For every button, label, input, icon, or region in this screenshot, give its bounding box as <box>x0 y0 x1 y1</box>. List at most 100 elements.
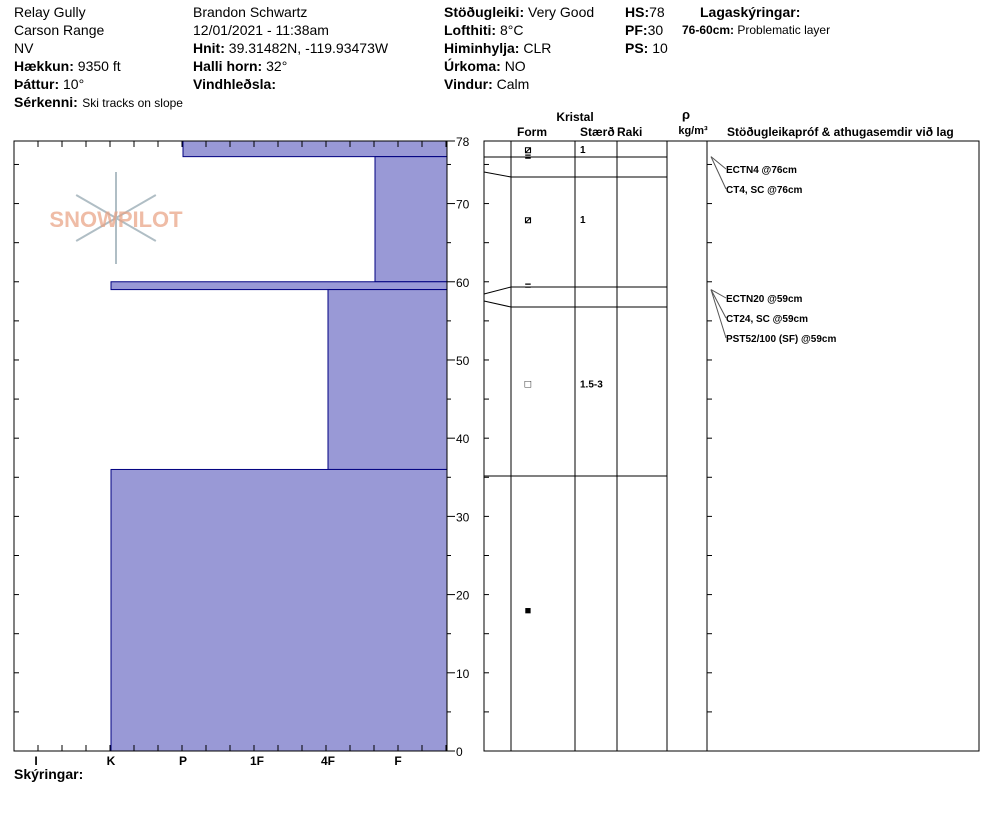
stability-test-label: PST52/100 (SF) @59cm <box>726 334 836 345</box>
wind-row: Vindur: Calm <box>444 76 529 92</box>
tests-header: Stöðugleikapróf & athugasemdir við lag <box>727 125 954 139</box>
stability-test-label: CT24, SC @59cm <box>726 314 808 325</box>
grain-form-symbol: ⧄ <box>525 214 532 226</box>
pf-value: 30 <box>647 22 664 38</box>
slope-row: Halli horn: 32° <box>193 58 287 74</box>
layer-notes-text: Problematic layer <box>737 23 831 37</box>
depth-tick-label: 10 <box>456 667 470 681</box>
snowflake-arm <box>115 194 157 219</box>
test-pointer <box>710 289 727 299</box>
hs-value: 78 <box>649 4 665 20</box>
size-header: Stærð <box>580 125 615 139</box>
layer-notes-label: Lagaskýringar: <box>700 4 801 20</box>
ps-value: 10 <box>652 40 668 56</box>
air-temp-row: Lofthiti: 8°C <box>444 22 523 38</box>
snowflake-arm <box>115 217 157 242</box>
grain-form-symbol: = <box>525 152 531 164</box>
layer-connector <box>483 300 512 308</box>
slope-label: Halli horn: <box>193 58 263 74</box>
elevation-value: 9350 ft <box>77 58 121 74</box>
wind-loading-label: Vindhleðsla: <box>193 76 276 92</box>
depth-tick-label: 60 <box>456 276 470 290</box>
air-temp-value: 8°C <box>499 22 524 38</box>
grain-form-symbol: ⧄ <box>525 144 532 156</box>
hardness-layer <box>110 281 448 291</box>
precip-label: Úrkoma: <box>444 58 501 74</box>
coords-value: 39.31482N, -119.93473W <box>228 40 389 56</box>
state-name: NV <box>14 40 34 56</box>
pf-row: PF:30 <box>625 22 663 38</box>
moisture-header: Raki <box>617 125 642 139</box>
hardness-tick-label: P <box>179 754 187 768</box>
stability-test-label: ECTN4 @76cm <box>726 165 797 176</box>
sky-value: CLR <box>523 40 552 56</box>
depth-tick-label: 30 <box>456 510 470 524</box>
stability-test-label: ECTN20 @59cm <box>726 294 803 305</box>
depth-tick-label: 50 <box>456 354 470 368</box>
location-name: Relay Gully <box>14 4 86 20</box>
stability-label: Stöðugleiki: <box>444 4 525 20</box>
hs-row: HS:78 <box>625 4 665 20</box>
test-pointer <box>710 289 727 319</box>
test-pointer <box>710 156 727 190</box>
depth-tick-label: 0 <box>456 745 463 759</box>
grain-table-frame <box>483 140 980 752</box>
depth-tick-label: 40 <box>456 432 470 446</box>
grain-size-label: 1 <box>580 215 586 226</box>
crystal-header: Kristal <box>556 110 593 124</box>
layer-connector <box>483 286 512 295</box>
form-header: Form <box>517 125 547 139</box>
density-unit-header: kg/m³ <box>678 125 708 137</box>
sky-row: Himinhylja: CLR <box>444 40 551 56</box>
depth-tick-label: 20 <box>456 589 470 603</box>
hardness-tick-label: F <box>394 754 401 768</box>
hardness-layer <box>327 289 448 470</box>
aspect-row: Þáttur: 10° <box>14 76 84 92</box>
ps-label: PS: <box>625 40 649 56</box>
air-temp-label: Lofthiti: <box>444 22 497 38</box>
grain-size-label: 1 <box>580 145 586 156</box>
layer-connector <box>483 171 512 178</box>
range-name: Carson Range <box>14 22 105 38</box>
grain-form-symbol: □ <box>525 378 532 390</box>
layer-notes-range: 76-60cm: <box>682 23 735 37</box>
wind-loading-row: Vindhleðsla: <box>193 76 276 92</box>
hardness-tick-label: I <box>34 754 37 768</box>
hardness-layer <box>182 140 448 158</box>
elevation-row: Hækkun: 9350 ft <box>14 58 121 74</box>
stability-row: Stöðugleiki: Very Good <box>444 4 594 20</box>
hs-label: HS: <box>625 4 650 20</box>
features-row: Sérkenni: Ski tracks on slope <box>14 94 183 112</box>
hardness-tick-label: 1F <box>250 754 264 768</box>
wind-value: Calm <box>496 76 530 92</box>
hardness-layer <box>110 468 448 752</box>
precip-value: NO <box>504 58 526 74</box>
pf-label: PF: <box>625 22 648 38</box>
observation-datetime: 12/01/2021 - 11:38am <box>193 22 329 38</box>
sky-label: Himinhylja: <box>444 40 520 56</box>
snowpilot-logo: SNOWPILOT <box>49 207 183 232</box>
hardness-tick-label: K <box>107 754 116 768</box>
snowflake-arm <box>75 217 117 242</box>
grain-form-symbol: = <box>525 281 531 293</box>
elevation-label: Hækkun: <box>14 58 74 74</box>
test-pointer <box>710 289 727 339</box>
notes-label: Skýringar: <box>14 766 84 782</box>
features-value: Ski tracks on slope <box>82 96 183 110</box>
stability-test-label: CT4, SC @76cm <box>726 185 803 196</box>
hardness-tick-label: 4F <box>321 754 335 768</box>
ps-row: PS: 10 <box>625 40 668 56</box>
observer-name: Brandon Schwartz <box>193 4 308 20</box>
grain-form-symbol: ■ <box>525 605 532 617</box>
depth-tick-label: 70 <box>456 198 470 212</box>
layer-notes-row: 76-60cm: Problematic layer <box>682 23 830 37</box>
test-pointer <box>710 156 727 170</box>
stability-value: Very Good <box>528 4 595 20</box>
coords-row: Hnit: 39.31482N, -119.93473W <box>193 40 388 56</box>
wind-label: Vindur: <box>444 76 493 92</box>
aspect-label: Þáttur: <box>14 76 60 92</box>
features-label: Sérkenni: <box>14 94 78 110</box>
snowflake-arm <box>75 194 117 219</box>
grain-size-label: 1.5-3 <box>580 379 603 390</box>
